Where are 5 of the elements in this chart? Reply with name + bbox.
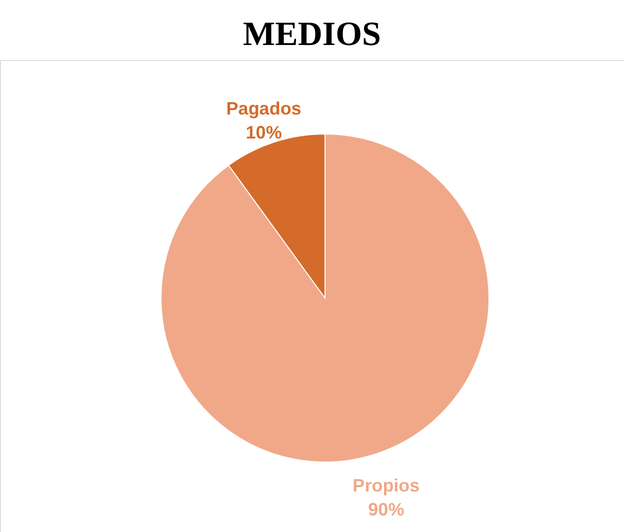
chart-title: MEDIOS: [243, 16, 381, 53]
slice-label: Pagados: [226, 98, 302, 119]
data-label: 10%: [246, 122, 282, 143]
slice-label: Propios: [352, 475, 420, 496]
data-label: 90%: [368, 499, 404, 520]
